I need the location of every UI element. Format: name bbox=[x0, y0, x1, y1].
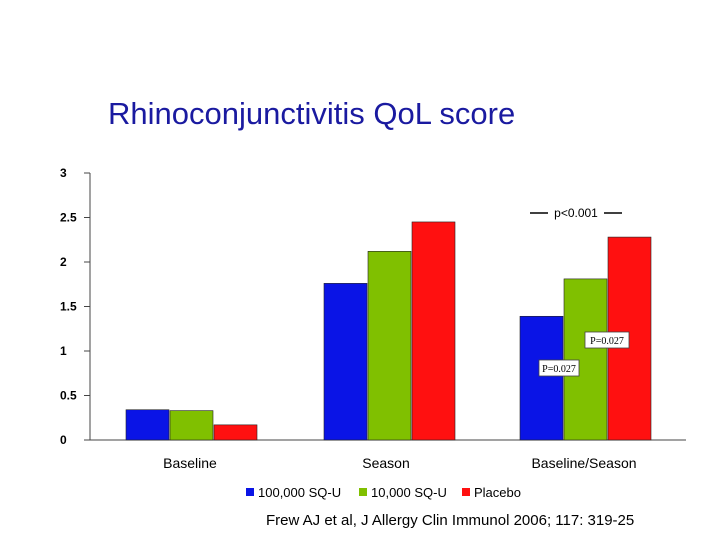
bar-10-000-sq-u-baseline bbox=[169, 410, 214, 441]
citation: Frew AJ et al, J Allergy Clin Immunol 20… bbox=[266, 512, 635, 529]
legend-label: Placebo bbox=[474, 485, 521, 500]
category-label: Season bbox=[362, 455, 409, 471]
bar-100-000-sq-u-baseline-season bbox=[519, 315, 564, 441]
y-tick-label: 1 bbox=[60, 344, 67, 358]
annotation-box bbox=[584, 331, 630, 349]
y-tick-label: 2 bbox=[60, 255, 67, 269]
legend-swatch bbox=[359, 488, 367, 496]
y-tick-label: 0 bbox=[60, 433, 67, 447]
annotation-box bbox=[538, 359, 580, 377]
annotation-p-value: P=0.027 bbox=[590, 336, 624, 347]
legend-label: 100,000 SQ-U bbox=[258, 485, 341, 500]
legend-swatch bbox=[246, 488, 254, 496]
annotation-p-value: P=0.027 bbox=[542, 364, 576, 375]
y-tick-label: 0.5 bbox=[60, 389, 77, 403]
bar-100-000-sq-u-baseline bbox=[125, 409, 170, 441]
bars bbox=[125, 221, 652, 441]
annotations: p<0.001 P=0.027 P=0.027 bbox=[530, 206, 630, 377]
bar-10-000-sq-u-baseline-season bbox=[563, 278, 608, 441]
bar-placebo-baseline bbox=[213, 424, 258, 441]
category-label: Baseline/Season bbox=[531, 455, 636, 471]
legend-swatch bbox=[462, 488, 470, 496]
y-tick-label: 3 bbox=[60, 166, 67, 180]
category-labels: Baseline Season Baseline/Season bbox=[163, 455, 636, 471]
annotation-p-value: p<0.001 bbox=[554, 206, 598, 220]
bar-placebo-season bbox=[411, 221, 456, 441]
category-label: Baseline bbox=[163, 455, 217, 471]
bar-100-000-sq-u-season bbox=[323, 283, 368, 441]
y-ticks: 3 2.5 2 1.5 1 0.5 0 bbox=[60, 166, 90, 447]
chart-title: Rhinoconjunctivitis QoL score bbox=[108, 96, 516, 131]
y-tick-label: 1.5 bbox=[60, 300, 77, 314]
bar-10-000-sq-u-season bbox=[367, 251, 412, 441]
legend: 100,000 SQ-U 10,000 SQ-U Placebo bbox=[246, 485, 521, 500]
y-tick-label: 2.5 bbox=[60, 211, 77, 225]
legend-label: 10,000 SQ-U bbox=[371, 485, 447, 500]
